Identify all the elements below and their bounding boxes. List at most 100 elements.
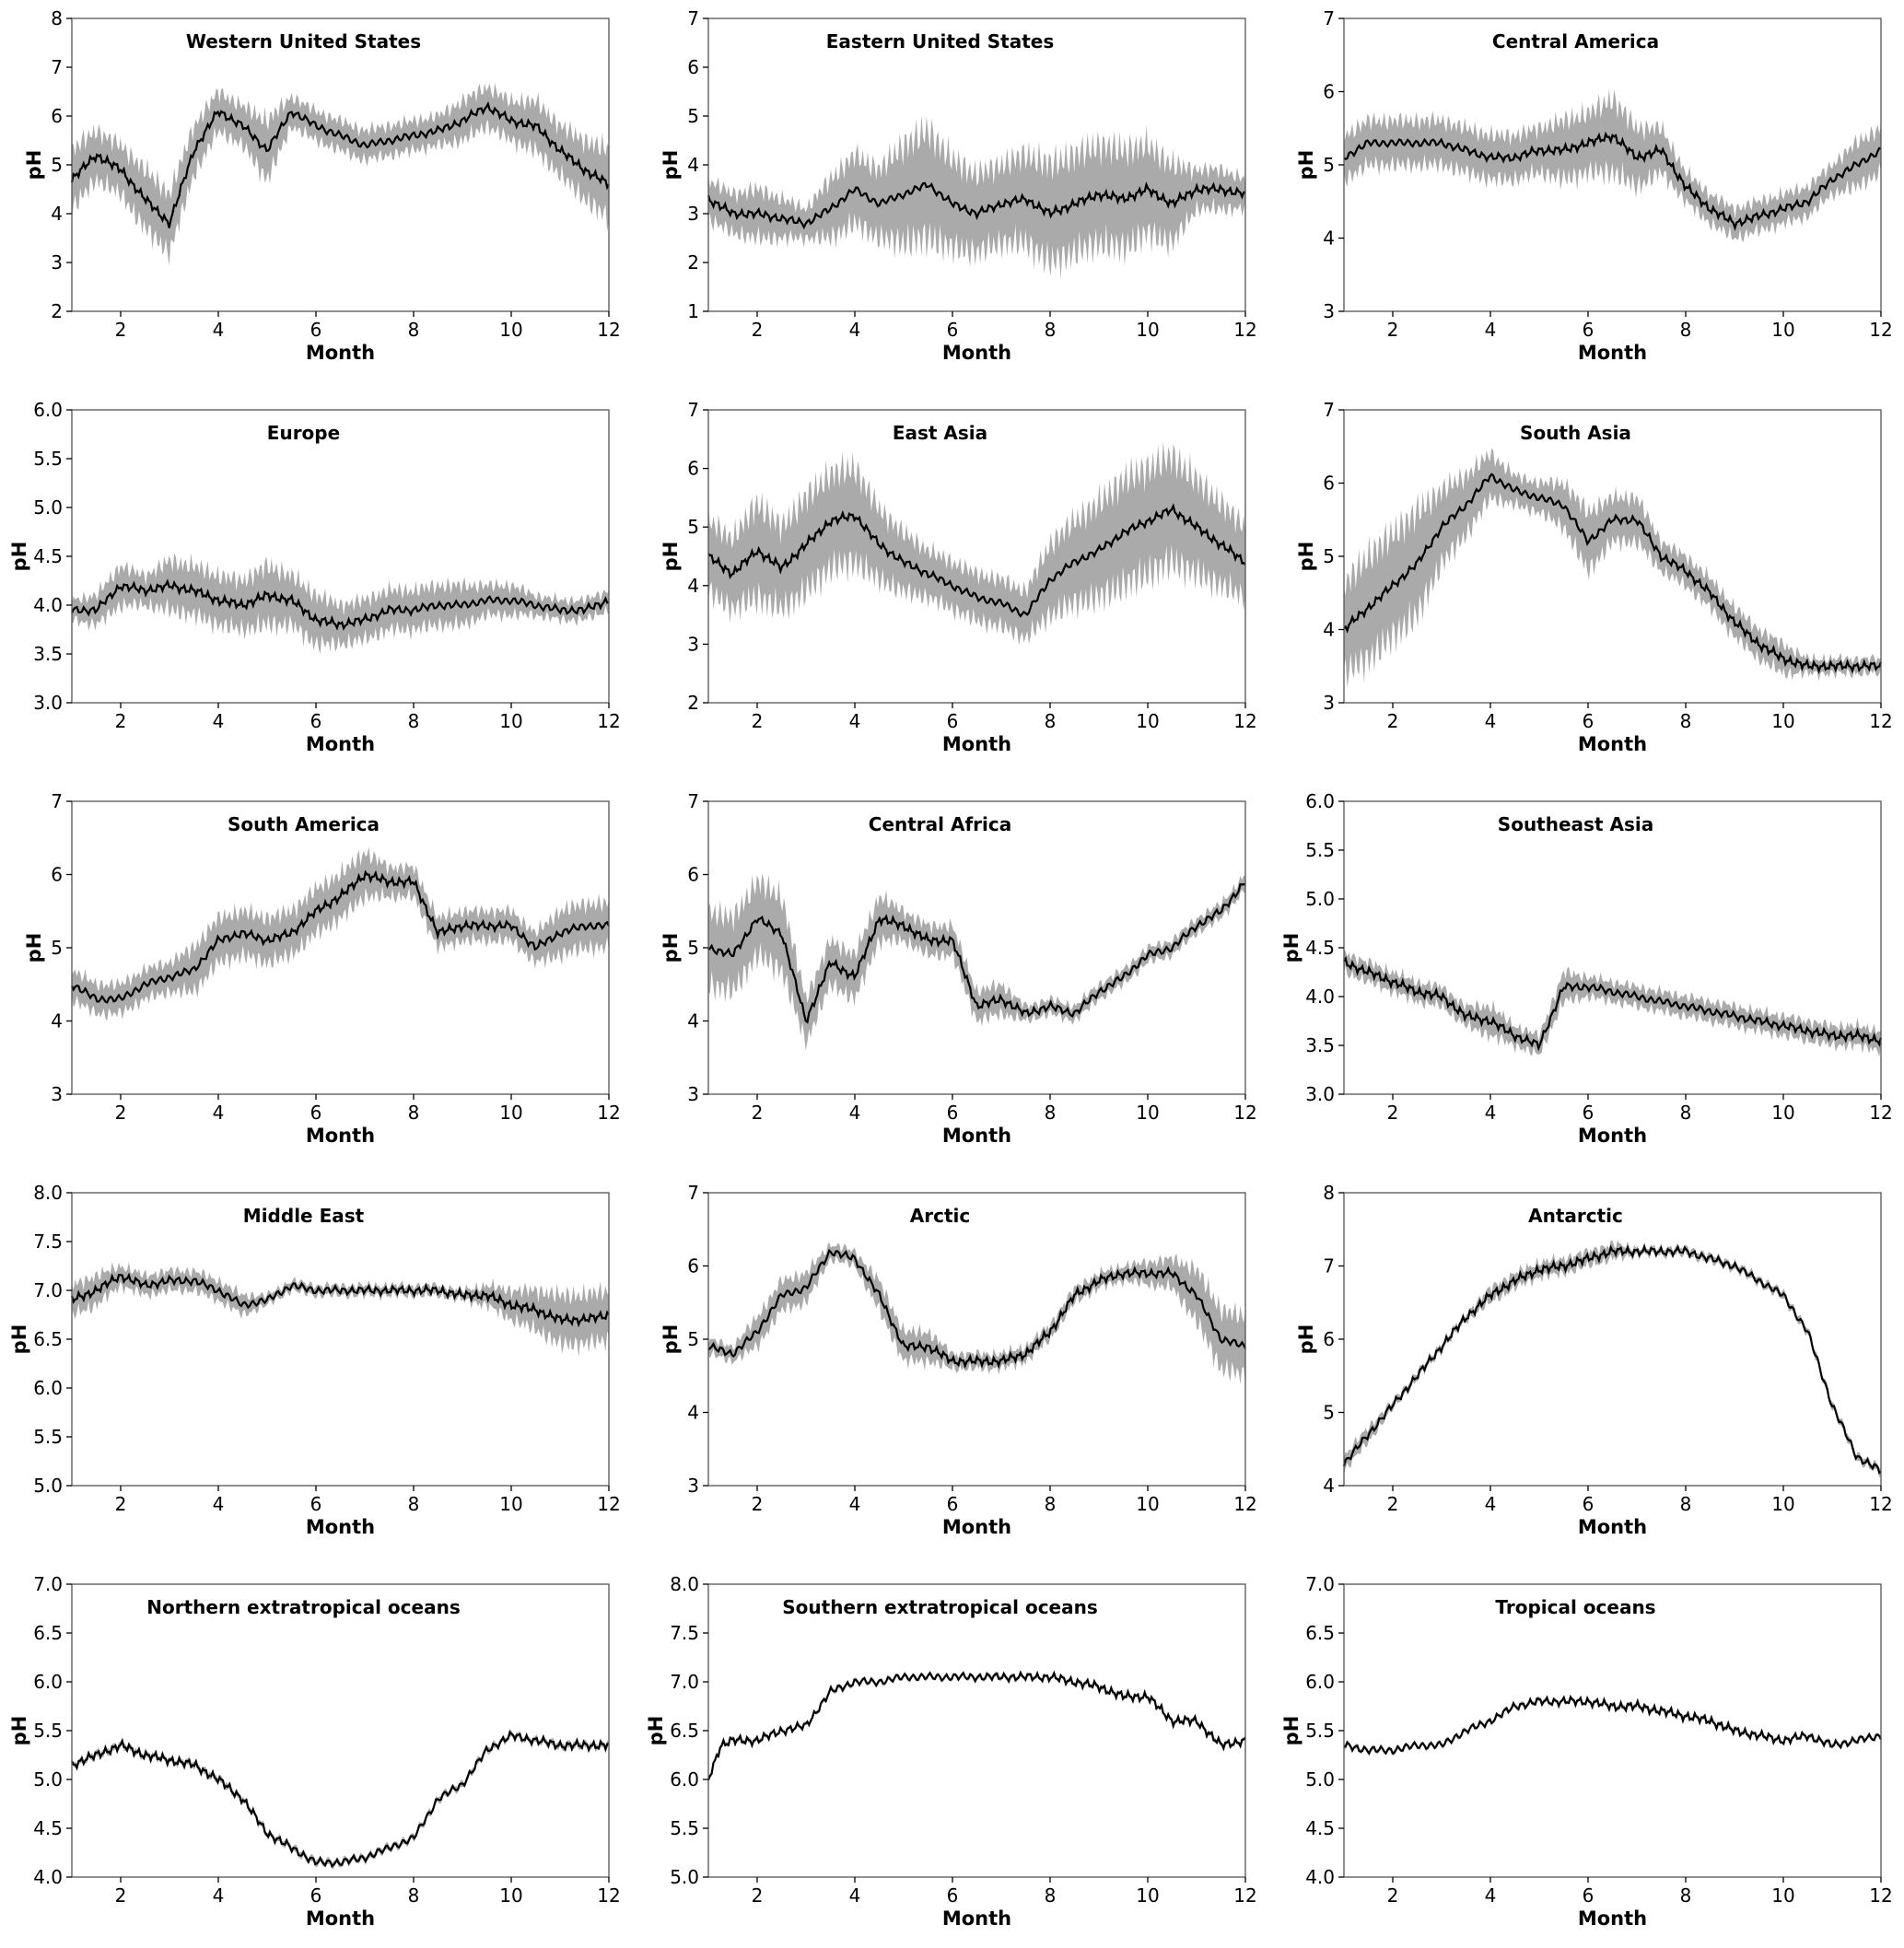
plot-frame: [71, 1192, 610, 1487]
y-tick-label: 7: [1323, 7, 1335, 29]
y-tick-label: 5.0: [33, 1475, 63, 1497]
y-tick-label: 7: [687, 7, 699, 29]
ph-mean-line: [70, 100, 610, 228]
x-tick-label: 12: [1233, 319, 1256, 341]
y-tick-label: 5.0: [1305, 888, 1335, 910]
x-tick-label: 12: [597, 319, 620, 341]
y-tick-label: 7: [51, 790, 63, 812]
x-tick-label: 2: [752, 1884, 764, 1907]
plot-frame: [1343, 800, 1882, 1095]
panel-title: Southeast Asia: [1498, 813, 1653, 835]
y-tick-label: 7: [687, 1182, 699, 1204]
panel-title: Central Africa: [869, 813, 1011, 835]
chart-panel: 2 4 6 8 10 12 3 4 5 6 7 Month pH Arctic: [660, 1182, 1257, 1538]
x-tick-label: 4: [213, 710, 225, 732]
y-tick-label: 7: [1323, 1255, 1335, 1277]
y-tick-label: 7: [687, 790, 699, 812]
x-axis-label: Month: [306, 342, 375, 364]
x-tick-label: 6: [310, 1102, 322, 1124]
x-tick-label: 4: [1485, 710, 1497, 732]
x-tick-label: 4: [1485, 1884, 1497, 1907]
y-axis-label: pH: [8, 1716, 30, 1746]
y-tick-label: 4: [687, 1402, 699, 1424]
plot-frame: [707, 17, 1246, 312]
y-tick-label: 4: [51, 203, 63, 225]
chart-panel: 2 4 6 8 10 12 2 3 4 5 6 7 Month pH East Asia: [660, 399, 1257, 755]
x-axis-label: Month: [942, 1516, 1011, 1538]
ph-range-band: [1344, 1694, 1881, 1756]
y-axis-label: pH: [1280, 933, 1302, 963]
y-tick-label: 4.0: [1305, 986, 1335, 1008]
x-axis-label: Month: [306, 1125, 375, 1147]
y-tick-label: 7.0: [670, 1671, 699, 1693]
y-tick-label: 5: [1323, 545, 1335, 567]
y-tick-label: 7.0: [33, 1279, 63, 1301]
ph-mean-line: [707, 1670, 1246, 1781]
x-axis-label: Month: [1578, 1125, 1647, 1147]
y-tick-label: 5: [687, 937, 699, 959]
x-tick-label: 2: [115, 1884, 127, 1907]
plot-frame: [707, 409, 1246, 704]
y-tick-label: 7.0: [1305, 1573, 1335, 1595]
y-tick-label: 7.0: [33, 1573, 63, 1595]
y-axis-label: pH: [660, 542, 682, 572]
x-tick-label: 8: [1680, 1102, 1692, 1124]
y-tick-label: 6: [51, 864, 63, 886]
panel-title: Central America: [1492, 30, 1659, 52]
ph-mean-line: [1343, 955, 1883, 1052]
x-tick-label: 12: [1869, 1884, 1892, 1907]
y-axis-label: pH: [660, 933, 682, 963]
panel-title: Antarctic: [1528, 1205, 1623, 1227]
plot-frame: [71, 1583, 610, 1878]
y-tick-label: 3: [687, 633, 699, 655]
x-axis-label: Month: [306, 1907, 375, 1930]
ph-range-band: [1344, 1240, 1881, 1478]
x-tick-label: 10: [1771, 1493, 1794, 1515]
y-tick-label: 3: [687, 203, 699, 225]
panel-title: Eastern United States: [826, 30, 1054, 52]
y-tick-label: 6: [687, 864, 699, 886]
y-tick-label: 4.5: [33, 1817, 63, 1839]
y-tick-label: 5.5: [1305, 1720, 1335, 1742]
y-tick-label: 3: [687, 1083, 699, 1105]
x-tick-label: 12: [1869, 710, 1892, 732]
y-tick-label: 3.0: [33, 692, 63, 714]
y-tick-label: 6.5: [1305, 1622, 1335, 1644]
x-tick-label: 12: [1233, 1884, 1256, 1907]
ph-range-band: [72, 1728, 609, 1870]
x-tick-label: 12: [1869, 1493, 1892, 1515]
y-tick-label: 8.0: [33, 1182, 63, 1204]
y-tick-label: 4: [687, 1010, 699, 1032]
x-tick-label: 6: [1583, 710, 1594, 732]
y-tick-label: 6.0: [33, 399, 63, 421]
y-tick-label: 6.5: [33, 1622, 63, 1644]
x-tick-label: 12: [597, 1102, 620, 1124]
y-tick-label: 6.0: [670, 1768, 699, 1791]
y-axis-label: pH: [8, 542, 30, 572]
ph-range-band: [72, 553, 609, 655]
plot-frame: [71, 17, 610, 312]
x-tick-label: 8: [1045, 319, 1057, 341]
ph-mean-line: [1343, 1694, 1882, 1756]
y-tick-label: 2: [51, 300, 63, 322]
x-tick-label: 4: [1485, 1102, 1497, 1124]
x-tick-label: 10: [499, 1884, 522, 1907]
y-tick-label: 6: [1323, 1328, 1335, 1350]
x-axis-label: Month: [306, 1516, 375, 1538]
y-tick-label: 5.5: [33, 448, 63, 470]
chart-panel: 2 4 6 8 10 12 2 3 4 5 6 7 8 Month pH Western United Sta…: [23, 7, 621, 364]
ph-mean-line: [70, 1272, 610, 1328]
y-tick-label: 4: [1323, 227, 1335, 250]
y-tick-label: 6: [51, 105, 63, 127]
chart-panel: 2 4 6 8 10 12 4 5 6 7 8 Month pH Antarctic: [1295, 1182, 1893, 1538]
y-tick-label: 6.0: [33, 1377, 63, 1399]
x-axis-label: Month: [942, 342, 1011, 364]
ph-mean-line: [707, 1248, 1246, 1370]
y-tick-label: 3: [51, 1083, 63, 1105]
panel-title: Europe: [267, 422, 340, 444]
x-tick-label: 6: [947, 710, 959, 732]
y-tick-label: 5: [687, 105, 699, 127]
y-tick-label: 7.5: [33, 1231, 63, 1253]
ph-range-band: [1344, 88, 1881, 242]
panel-title: Western United States: [186, 30, 421, 52]
